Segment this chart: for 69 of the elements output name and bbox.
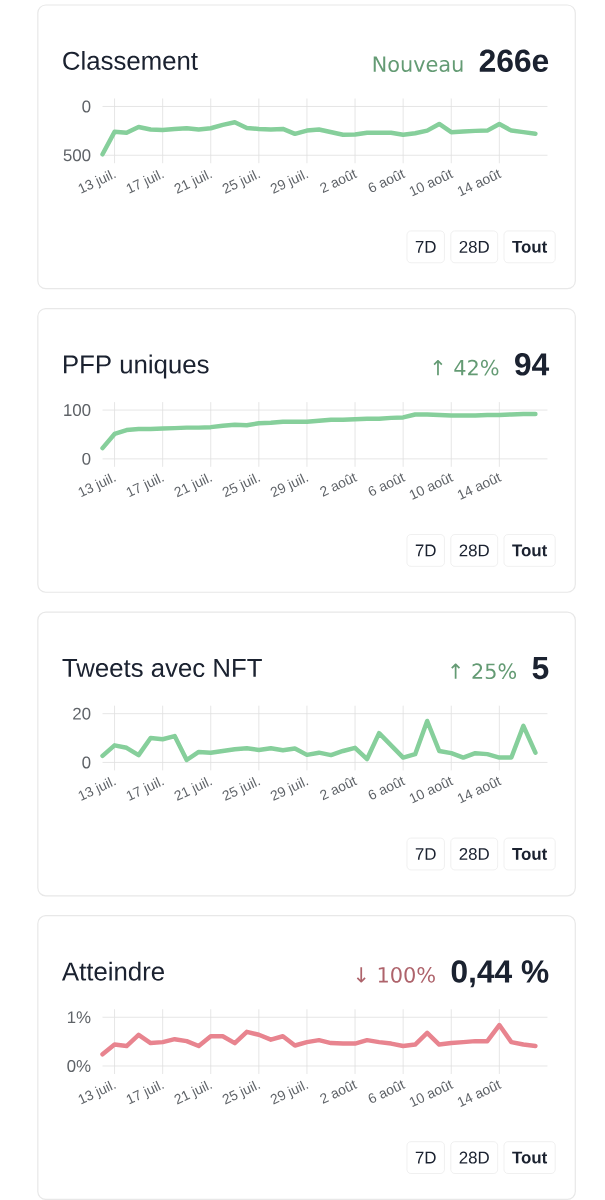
x-tick-label: 2 août [320, 1080, 358, 1104]
x-tick-label: 10 août [409, 1080, 454, 1107]
text: 266e [479, 49, 549, 72]
text: 28D [459, 544, 489, 557]
x-tick-label: 21 juil. [174, 473, 213, 498]
x-tick-label: 29 juil. [270, 169, 309, 194]
y-tick-label: 0% [67, 1060, 91, 1072]
text: Tout [512, 1151, 547, 1164]
x-tick-label: 17 juil. [126, 1080, 164, 1105]
x-tick-label: 17 juil. [126, 169, 164, 194]
x-tick-label: 13 juil. [78, 473, 116, 498]
text: 7D [415, 1151, 436, 1164]
x-tick-label: 29 juil. [270, 473, 309, 498]
line-series [100, 1022, 538, 1057]
text: 7D [415, 848, 436, 860]
text: 28D [459, 240, 489, 253]
x-tick-label: 6 août [368, 473, 406, 496]
x-tick-label: 2 août [320, 776, 358, 801]
y-tick-label: 500 [63, 149, 91, 162]
y-tick-label: 1% [67, 1011, 91, 1024]
x-tick-label: 25 juil. [222, 777, 261, 801]
text: 28D [459, 848, 489, 860]
x-tick-label: 13 juil. [78, 1080, 116, 1105]
x-tick-label: 21 juil. [174, 1080, 213, 1105]
x-tick-label: 29 juil. [270, 777, 309, 801]
chart-title: Tweets avec NFT [62, 659, 262, 678]
x-tick-label: 10 août [409, 169, 454, 197]
x-tick-label: 6 août [368, 776, 406, 800]
x-tick-label: 25 juil. [222, 169, 261, 194]
y-tick-label: 100 [64, 404, 91, 417]
x-tick-label: 14 août [457, 169, 502, 197]
x-tick-label: 14 août [457, 473, 502, 500]
x-tick-label: 13 juil. [78, 777, 116, 801]
x-tick-label: 14 août [457, 1080, 502, 1107]
chart-title: Atteindre [61, 961, 164, 981]
y-tick-label: 0 [82, 452, 91, 465]
text: Tout [512, 544, 547, 557]
x-tick-label: 21 juil. [174, 169, 213, 194]
text: Nouveau [373, 56, 463, 72]
x-tick-label: 29 juil. [270, 1080, 309, 1105]
text: ↓ 100% [356, 966, 435, 983]
text: 94 [514, 353, 549, 376]
text: 5 [532, 657, 549, 680]
y-tick-label: 20 [73, 707, 91, 720]
x-tick-label: 25 juil. [222, 1080, 261, 1105]
x-tick-label: 6 août [368, 169, 406, 193]
x-tick-label: 6 août [368, 1080, 406, 1103]
x-tick-label: 13 juil. [78, 169, 116, 194]
y-tick-label: 0 [82, 100, 91, 113]
x-tick-label: 17 juil. [126, 473, 164, 498]
chart-title: PFP uniques [63, 354, 209, 379]
x-tick-label: 2 août [320, 473, 358, 497]
x-tick-label: 17 juil. [126, 777, 164, 801]
x-tick-label: 10 août [409, 473, 454, 500]
text: 7D [415, 544, 436, 557]
text: Tout [512, 240, 547, 253]
text: 0,44 % [451, 960, 549, 988]
text: ↑ 42% [433, 359, 499, 376]
chart-title: Classement [63, 51, 198, 70]
x-tick-label: 10 août [409, 776, 454, 804]
x-tick-label: 2 août [320, 169, 358, 194]
text: 28D [459, 1151, 489, 1164]
text: Tout [512, 848, 547, 860]
text: ↑ 25% [451, 663, 516, 680]
x-tick-label: 14 août [457, 776, 502, 804]
x-tick-label: 21 juil. [174, 777, 213, 801]
x-tick-label: 25 juil. [222, 473, 261, 498]
y-tick-label: 0 [82, 756, 91, 769]
text: 7D [415, 241, 436, 253]
